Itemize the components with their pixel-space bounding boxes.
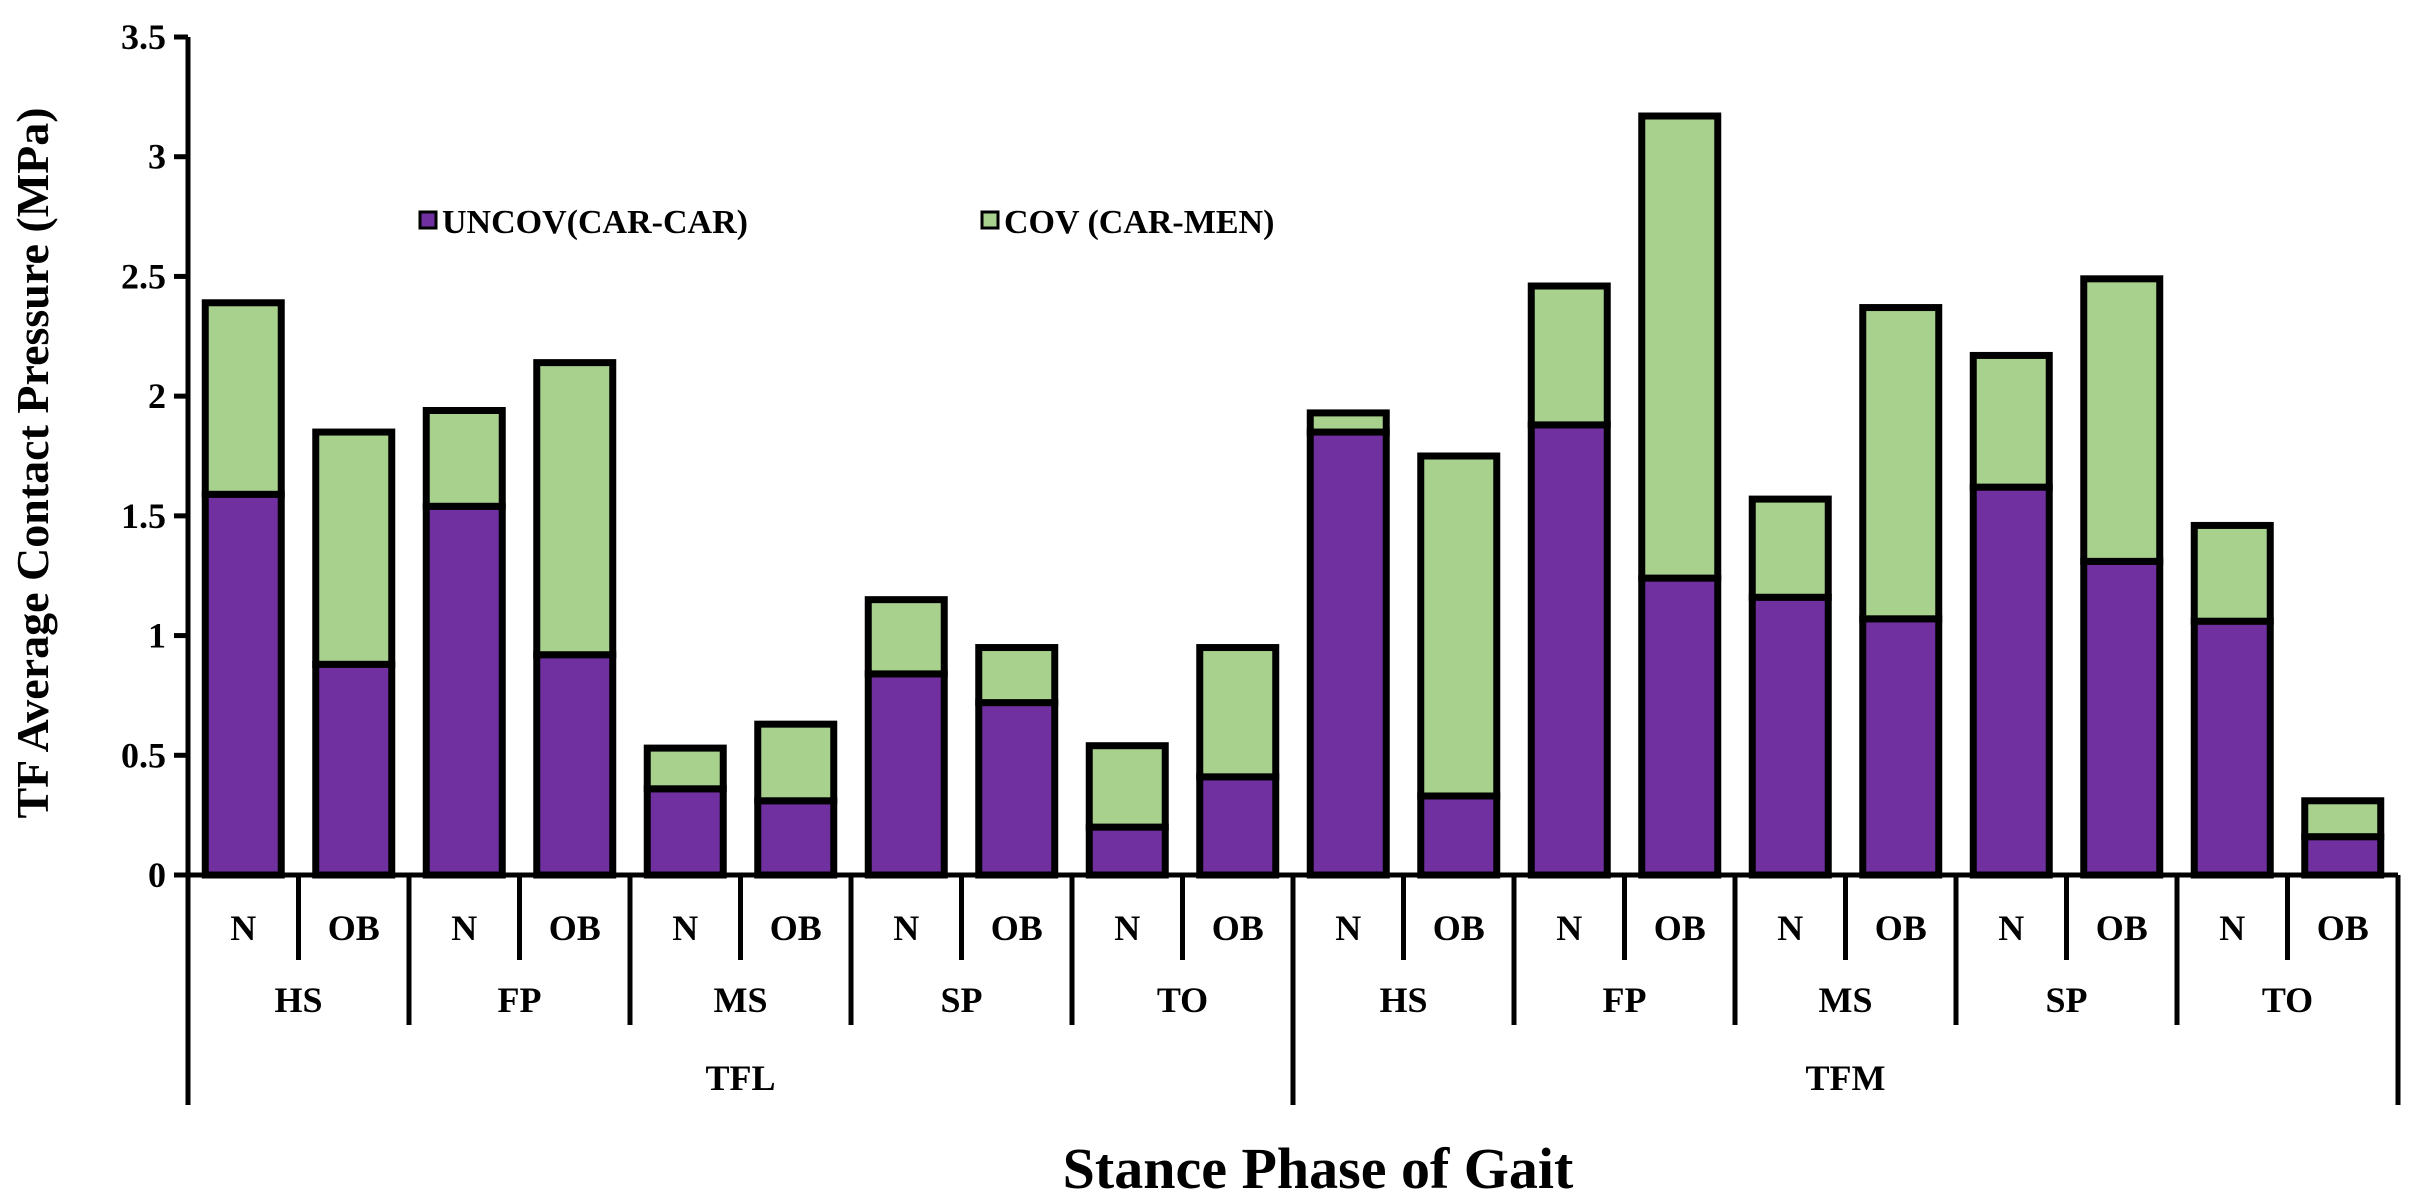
bar-uncov [1417,792,1501,879]
x-tick-label-sub: OB [1433,908,1485,948]
x-tick-label-sub: OB [1212,908,1264,948]
bar-cov [1748,495,1832,601]
bar-cov [422,407,506,510]
x-tick-label-sub: OB [328,908,380,948]
legend-swatch-cov [980,210,1000,230]
x-group-label-compartment: TFL [705,1058,775,1098]
bar-cov [1085,742,1169,831]
legend-label-uncov: UNCOV(CAR-CAR) [442,204,748,241]
x-tick-label-sub: OB [549,908,601,948]
bar-cov [1306,409,1390,436]
bar-cov [754,720,838,805]
x-axis-title: Stance Phase of Gait [1063,1136,1574,1201]
x-group-label-phase: FP [498,980,542,1020]
x-group-label-phase: HS [274,980,322,1020]
x-tick-label-sub: N [1777,908,1803,948]
bar-cov [1859,304,1943,623]
bar-cov [1638,112,1722,582]
bar-uncov [643,785,727,879]
bar-cov [864,596,948,678]
bar-uncov [1527,421,1611,879]
bar-uncov [975,699,1059,879]
bar-cov [312,428,396,668]
bar-uncov [422,502,506,879]
y-tick-label: 1 [148,616,166,656]
x-tick-label-sub: OB [2096,908,2148,948]
bar-uncov [2301,833,2385,879]
x-tick-label-sub: N [1114,908,1140,948]
x-group-label-phase: MS [714,980,768,1020]
bar-cov [1527,282,1611,429]
y-tick-label: 0.5 [121,735,166,775]
bar-cov [643,744,727,793]
bar-cov [2190,521,2274,625]
x-tick-label-sub: OB [770,908,822,948]
bar-cov [1969,351,2053,491]
x-group-label-phase: TO [1157,980,1208,1020]
x-group-label-compartment: TFM [1806,1058,1886,1098]
bar-uncov [2080,557,2164,879]
y-tick-label: 0 [148,855,166,895]
legend: UNCOV(CAR-CAR) COV (CAR-MEN) [418,204,1274,241]
bar-uncov [312,660,396,879]
axes-layer [174,34,2401,1105]
x-tick-label-sub: N [1335,908,1361,948]
bar-uncov [2190,617,2274,879]
bar-uncov [1748,593,1832,879]
legend-swatch-uncov [418,210,438,230]
x-tick-label-sub: N [672,908,698,948]
x-tick-label-sub: N [893,908,919,948]
x-group-label-phase: MS [1819,980,1873,1020]
x-tick-label-sub: N [2219,908,2245,948]
labels-layer: 0 0.5 1 1.5 2 2.5 3 3.5 N OB N OB N OB N OB N OB N OB N OB N OB… [121,17,2369,1098]
bar-cov [533,359,617,659]
bar-uncov [201,490,285,879]
bar-uncov [1859,615,1943,879]
bar-uncov [1306,428,1390,879]
x-tick-label-sub: OB [991,908,1043,948]
y-tick-label: 2 [148,376,166,416]
x-group-label-phase: TO [2262,980,2313,1020]
x-tick-label-sub: OB [1875,908,1927,948]
x-tick-label-sub: N [1998,908,2024,948]
bar-uncov [533,651,617,879]
bar-uncov [1638,574,1722,879]
x-tick-label-sub: N [1556,908,1582,948]
bar-uncov [1196,773,1280,879]
y-tick-label: 1.5 [121,496,166,536]
bar-cov [201,299,285,498]
legend-label-cov: COV (CAR-MEN) [1004,204,1274,241]
x-group-label-phase: SP [2045,980,2087,1020]
bar-uncov [1085,823,1169,879]
y-tick-label: 3.5 [121,17,166,57]
bar-uncov [754,797,838,879]
x-group-label-phase: FP [1603,980,1647,1020]
x-tick-label-sub: N [230,908,256,948]
bar-cov [2301,797,2385,841]
x-tick-label-sub: N [451,908,477,948]
y-tick-label: 2.5 [121,256,166,296]
x-tick-label-sub: OB [1654,908,1706,948]
bar-cov [1417,452,1501,800]
bar-cov [975,644,1059,707]
y-tick-label: 3 [148,137,166,177]
y-axis-title: TF Average Contact Pressure (MPa) [7,107,58,818]
bar-uncov [864,670,948,879]
x-tick-label-sub: OB [2317,908,2369,948]
bars-layer [201,112,2385,879]
bar-cov [1196,644,1280,781]
bar-uncov [1969,483,2053,879]
x-group-label-phase: SP [940,980,982,1020]
x-group-label-phase: HS [1379,980,1427,1020]
bar-cov [2080,275,2164,565]
